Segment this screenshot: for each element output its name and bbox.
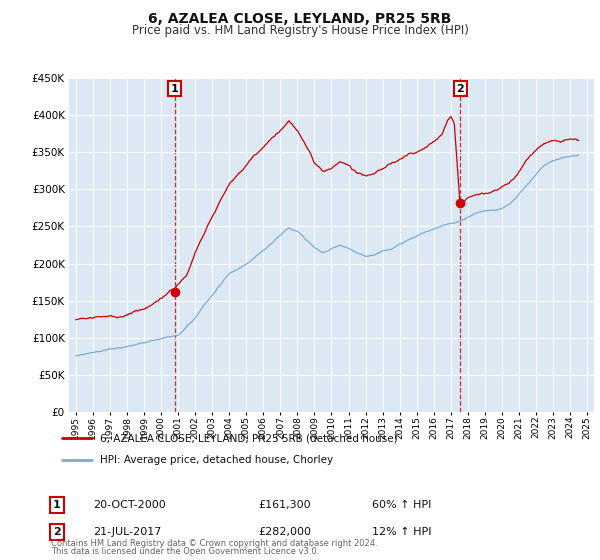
Text: 60% ↑ HPI: 60% ↑ HPI [372,500,431,510]
Text: 2: 2 [457,83,464,94]
Text: Price paid vs. HM Land Registry's House Price Index (HPI): Price paid vs. HM Land Registry's House … [131,24,469,37]
Text: 6, AZALEA CLOSE, LEYLAND, PR25 5RB (detached house): 6, AZALEA CLOSE, LEYLAND, PR25 5RB (deta… [100,433,397,444]
Text: This data is licensed under the Open Government Licence v3.0.: This data is licensed under the Open Gov… [51,547,319,556]
Text: 21-JUL-2017: 21-JUL-2017 [93,527,161,537]
Text: 20-OCT-2000: 20-OCT-2000 [93,500,166,510]
Text: 12% ↑ HPI: 12% ↑ HPI [372,527,431,537]
Text: 1: 1 [53,500,61,510]
Text: 6, AZALEA CLOSE, LEYLAND, PR25 5RB: 6, AZALEA CLOSE, LEYLAND, PR25 5RB [148,12,452,26]
Text: Contains HM Land Registry data © Crown copyright and database right 2024.: Contains HM Land Registry data © Crown c… [51,539,377,548]
Text: 1: 1 [171,83,179,94]
Text: HPI: Average price, detached house, Chorley: HPI: Average price, detached house, Chor… [100,455,333,465]
Text: £282,000: £282,000 [258,527,311,537]
Text: 2: 2 [53,527,61,537]
Text: £161,300: £161,300 [258,500,311,510]
